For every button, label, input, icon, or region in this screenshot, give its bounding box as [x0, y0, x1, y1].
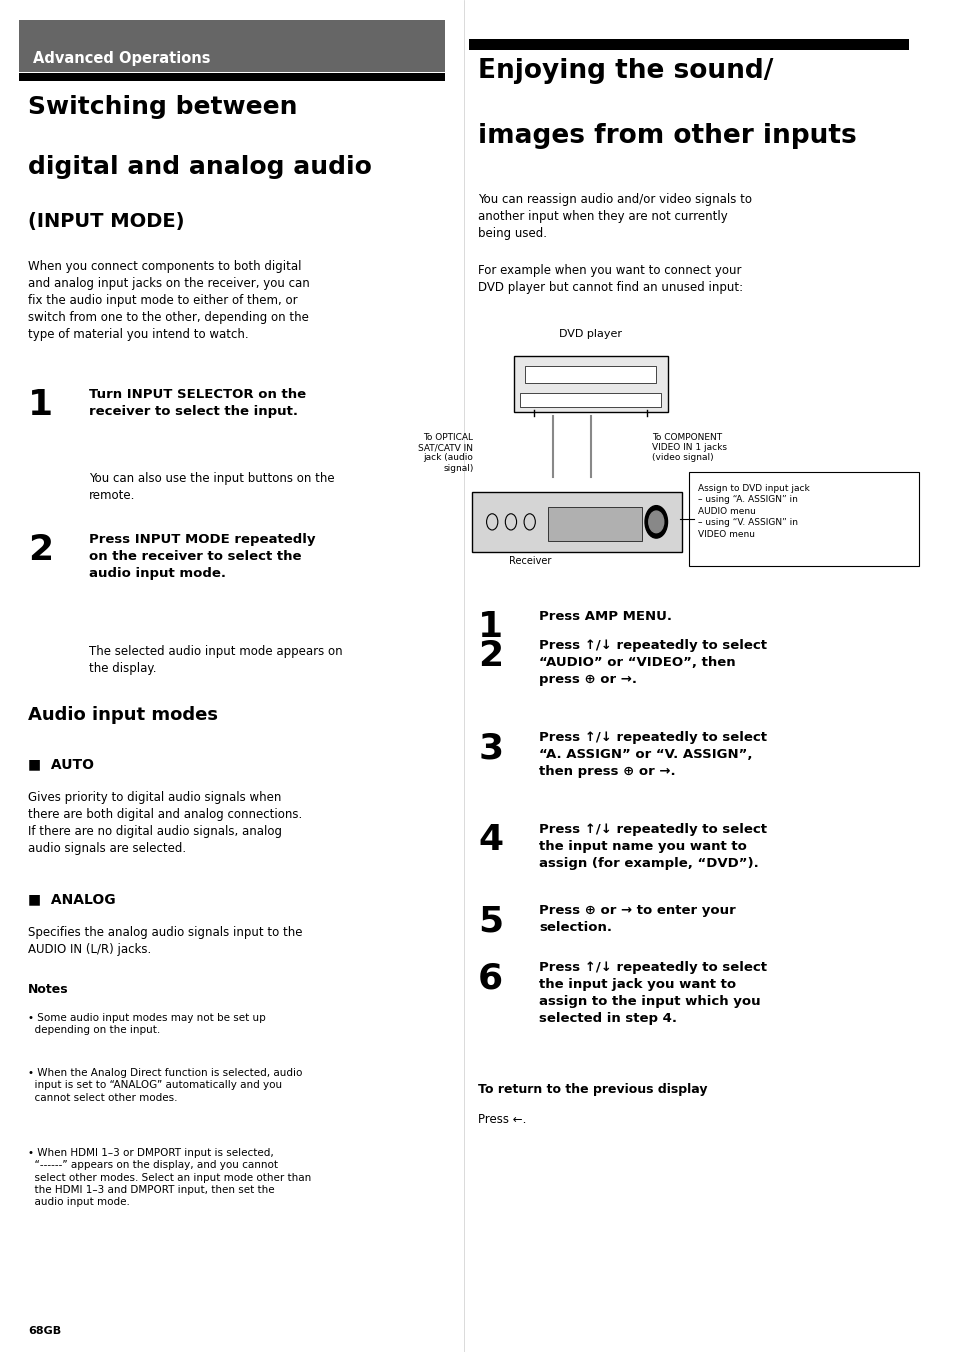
Text: You can reassign audio and/or video signals to
another input when they are not c: You can reassign audio and/or video sign… [477, 193, 751, 241]
Text: 2: 2 [477, 639, 503, 673]
Text: digital and analog audio: digital and analog audio [28, 155, 372, 180]
FancyBboxPatch shape [468, 39, 908, 50]
Circle shape [648, 511, 663, 533]
Text: • Some audio input modes may not be set up
  depending on the input.: • Some audio input modes may not be set … [28, 1013, 266, 1036]
FancyBboxPatch shape [688, 472, 918, 566]
Text: Press ⊕ or → to enter your
selection.: Press ⊕ or → to enter your selection. [538, 904, 735, 934]
FancyBboxPatch shape [19, 20, 445, 72]
Text: Advanced Operations: Advanced Operations [32, 50, 210, 66]
Text: Enjoying the sound/: Enjoying the sound/ [477, 58, 773, 84]
Text: ■  ANALOG: ■ ANALOG [28, 892, 115, 906]
Text: 3: 3 [477, 731, 503, 765]
Text: For example when you want to connect your
DVD player but cannot find an unused i: For example when you want to connect you… [477, 264, 742, 293]
Text: Gives priority to digital audio signals when
there are both digital and analog c: Gives priority to digital audio signals … [28, 791, 302, 854]
Text: Switching between: Switching between [28, 95, 297, 119]
Text: Audio input modes: Audio input modes [28, 706, 218, 723]
Text: 68GB: 68GB [28, 1326, 61, 1336]
FancyBboxPatch shape [519, 393, 660, 407]
FancyBboxPatch shape [548, 507, 641, 541]
Text: 5: 5 [477, 904, 503, 938]
Text: When you connect components to both digital
and analog input jacks on the receiv: When you connect components to both digi… [28, 260, 310, 341]
Text: (INPUT MODE): (INPUT MODE) [28, 212, 185, 231]
Text: 1: 1 [28, 388, 53, 422]
Text: Turn INPUT SELECTOR on the
receiver to select the input.: Turn INPUT SELECTOR on the receiver to s… [89, 388, 306, 418]
Text: 4: 4 [477, 823, 503, 857]
Text: • When HDMI 1–3 or DMPORT input is selected,
  “------” appears on the display, : • When HDMI 1–3 or DMPORT input is selec… [28, 1148, 311, 1207]
Text: To COMPONENT
VIDEO IN 1 jacks
(video signal): To COMPONENT VIDEO IN 1 jacks (video sig… [651, 433, 726, 462]
FancyBboxPatch shape [524, 366, 656, 383]
Circle shape [644, 506, 667, 538]
Text: Press ←.: Press ←. [477, 1113, 526, 1126]
Text: ■  AUTO: ■ AUTO [28, 757, 94, 771]
FancyBboxPatch shape [514, 356, 667, 412]
Text: DVD player: DVD player [558, 329, 621, 338]
Text: images from other inputs: images from other inputs [477, 123, 856, 149]
Text: 1: 1 [477, 610, 503, 644]
Text: 6: 6 [477, 961, 503, 995]
FancyBboxPatch shape [19, 73, 445, 81]
Text: Press ↑/↓ repeatedly to select
“AUDIO” or “VIDEO”, then
press ⊕ or →.: Press ↑/↓ repeatedly to select “AUDIO” o… [538, 639, 766, 687]
Text: Press ↑/↓ repeatedly to select
the input jack you want to
assign to the input wh: Press ↑/↓ repeatedly to select the input… [538, 961, 766, 1025]
Text: • When the Analog Direct function is selected, audio
  input is set to “ANALOG” : • When the Analog Direct function is sel… [28, 1068, 302, 1103]
Text: To OPTICAL
SAT/CATV IN
jack (audio
signal): To OPTICAL SAT/CATV IN jack (audio signa… [418, 433, 473, 473]
Text: To return to the previous display: To return to the previous display [477, 1083, 707, 1096]
Text: Press INPUT MODE repeatedly
on the receiver to select the
audio input mode.: Press INPUT MODE repeatedly on the recei… [89, 533, 315, 580]
Text: Receiver: Receiver [508, 556, 550, 565]
Text: 2: 2 [28, 533, 53, 566]
Text: Specifies the analog audio signals input to the
AUDIO IN (L/R) jacks.: Specifies the analog audio signals input… [28, 926, 302, 956]
Text: Assign to DVD input jack
– using “A. ASSIGN” in
AUDIO menu
– using “V. ASSIGN” i: Assign to DVD input jack – using “A. ASS… [698, 484, 809, 539]
Text: The selected audio input mode appears on
the display.: The selected audio input mode appears on… [89, 645, 342, 675]
Text: Press ↑/↓ repeatedly to select
the input name you want to
assign (for example, “: Press ↑/↓ repeatedly to select the input… [538, 823, 766, 871]
Text: You can also use the input buttons on the
remote.: You can also use the input buttons on th… [89, 472, 335, 502]
Text: Notes: Notes [28, 983, 69, 996]
Text: Press ↑/↓ repeatedly to select
“A. ASSIGN” or “V. ASSIGN”,
then press ⊕ or →.: Press ↑/↓ repeatedly to select “A. ASSIG… [538, 731, 766, 779]
FancyBboxPatch shape [471, 492, 680, 552]
Text: Press AMP MENU.: Press AMP MENU. [538, 610, 671, 623]
